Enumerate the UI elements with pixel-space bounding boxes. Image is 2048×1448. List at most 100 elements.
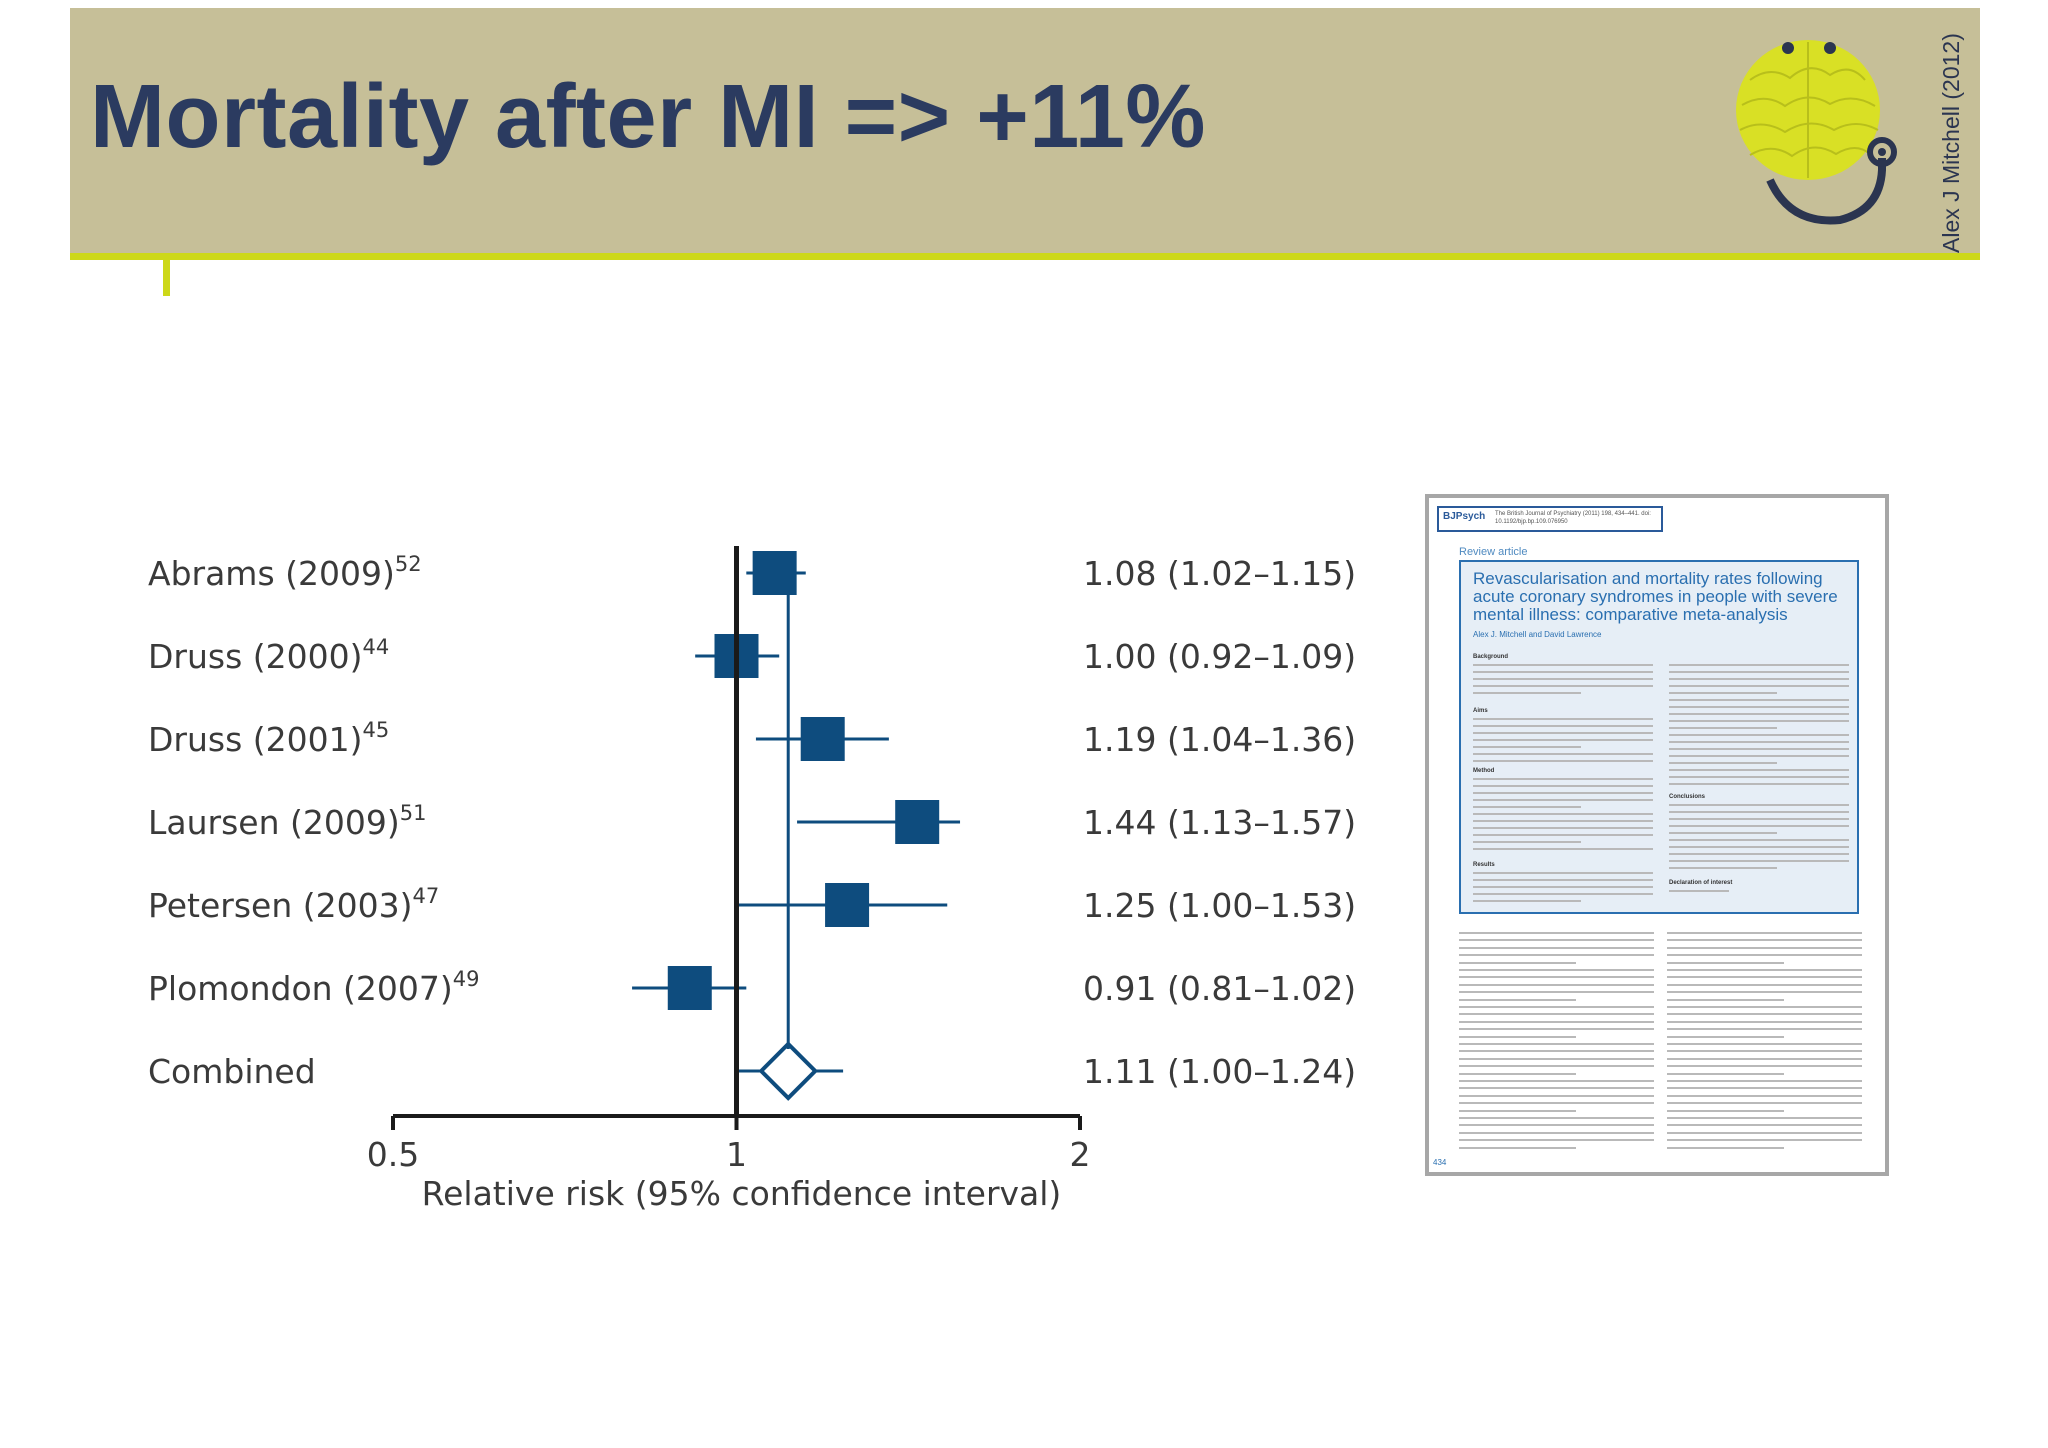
abstract-heading: Conclusions: [1669, 794, 1706, 800]
article-authors: Alex J. Mitchell and David Lawrence: [1473, 630, 1602, 639]
text-line: [1669, 783, 1849, 785]
text-line: [1669, 860, 1849, 862]
abstract-heading: Declaration of interest: [1669, 880, 1733, 886]
brain-stethoscope-logo: [1736, 40, 1897, 225]
point-estimate: [667, 966, 712, 1010]
text-line: [1667, 1117, 1862, 1119]
text-line: [1667, 1102, 1862, 1105]
text-line: [1667, 1080, 1862, 1082]
journal-citation: The British Journal of Psychiatry (2011)…: [1495, 511, 1651, 525]
estimate-label: 1.44 (1.13–1.57): [1083, 803, 1356, 842]
text-line: [1473, 725, 1653, 727]
text-line: [1459, 1146, 1576, 1149]
estimate-label: 1.00 (0.92–1.09): [1083, 637, 1356, 676]
study-label: Laursen (2009)51: [148, 801, 426, 842]
text-line: [1459, 1117, 1654, 1119]
study-label: Abrams (2009)52: [148, 552, 422, 593]
text-line: [1667, 1035, 1784, 1038]
text-line: [1667, 991, 1862, 994]
text-line: [1667, 998, 1784, 1001]
text-line: [1669, 825, 1849, 827]
x-tick-label: 1: [726, 1135, 747, 1174]
text-line: [1669, 727, 1777, 729]
x-axis-title: Relative risk (95% confidence interval): [422, 1174, 1062, 1213]
text-line: [1473, 799, 1653, 801]
text-line: [1459, 969, 1654, 971]
text-line: [1667, 1057, 1862, 1060]
study-reference: 44: [363, 635, 390, 659]
text-line: [1667, 1131, 1862, 1134]
text-line: [1473, 778, 1653, 780]
study-reference: 49: [453, 967, 480, 991]
text-line: [1459, 1080, 1654, 1082]
text-line: [1459, 1035, 1576, 1038]
text-line: [1459, 983, 1654, 986]
text-line: [1459, 946, 1654, 949]
text-line: [1473, 692, 1581, 694]
page-number: 434: [1433, 1158, 1447, 1167]
text-line: [1669, 734, 1849, 736]
text-line: [1669, 685, 1849, 687]
text-line: [1669, 818, 1849, 820]
study-label: Petersen (2003)47: [148, 884, 439, 925]
article-title: Revascularisation and mortality rates fo…: [1473, 569, 1838, 624]
text-line: [1459, 1050, 1654, 1053]
text-line: [1669, 741, 1849, 743]
text-line: [1669, 832, 1777, 834]
abstract-heading: Results: [1473, 862, 1495, 868]
point-estimate: [752, 551, 797, 595]
text-line: [1473, 806, 1581, 808]
text-line: [1473, 900, 1581, 902]
text-line: [1667, 1020, 1862, 1023]
text-line: [1669, 678, 1849, 680]
text-line: [1473, 760, 1653, 762]
text-line: [1473, 813, 1653, 815]
text-line: [1459, 932, 1654, 934]
study-reference: 52: [395, 552, 422, 576]
text-line: [1459, 1065, 1654, 1068]
text-line: [1473, 678, 1653, 680]
text-line: [1669, 699, 1849, 701]
text-line: [1459, 1043, 1654, 1045]
text-line: [1473, 664, 1653, 666]
text-line: [1669, 846, 1849, 848]
text-line: [1667, 1065, 1862, 1068]
text-line: [1667, 939, 1862, 942]
text-line: [1459, 939, 1654, 942]
text-line: [1459, 1057, 1654, 1060]
x-tick-label: 0.5: [367, 1135, 419, 1174]
text-line: [1459, 1094, 1654, 1097]
text-line: [1669, 839, 1849, 841]
abstract-heading: Background: [1473, 654, 1509, 660]
text-line: [1667, 983, 1862, 986]
text-line: [1667, 1050, 1862, 1053]
text-line: [1669, 762, 1777, 764]
text-line: [1667, 976, 1862, 979]
study-label: Druss (2000)44: [148, 635, 389, 676]
text-line: [1667, 1043, 1862, 1045]
text-line: [1459, 961, 1576, 964]
text-line: [1473, 718, 1653, 720]
text-line: [1473, 732, 1653, 734]
text-line: [1669, 755, 1849, 757]
text-line: [1669, 692, 1777, 694]
article-section-label: Review article: [1459, 546, 1528, 558]
text-line: [1459, 1006, 1654, 1008]
text-line: [1669, 804, 1849, 806]
text-line: [1669, 776, 1849, 778]
text-line: [1669, 890, 1729, 892]
text-line: [1669, 671, 1849, 673]
text-line: [1667, 961, 1784, 964]
header-accent-rule: [70, 253, 1980, 260]
estimate-label: 1.25 (1.00–1.53): [1083, 886, 1356, 925]
text-line: [1473, 841, 1581, 843]
text-line: [1669, 811, 1849, 813]
slide-header-bar: [70, 8, 1980, 255]
text-line: [1667, 1013, 1862, 1016]
text-line: [1667, 946, 1862, 949]
text-line: [1473, 848, 1653, 850]
slide-title: Mortality after MI => +11%: [90, 67, 1206, 167]
text-line: [1459, 1102, 1654, 1105]
paper-thumbnail: BJPsych The British Journal of Psychiatr…: [1425, 494, 1889, 1176]
text-line: [1459, 954, 1654, 957]
